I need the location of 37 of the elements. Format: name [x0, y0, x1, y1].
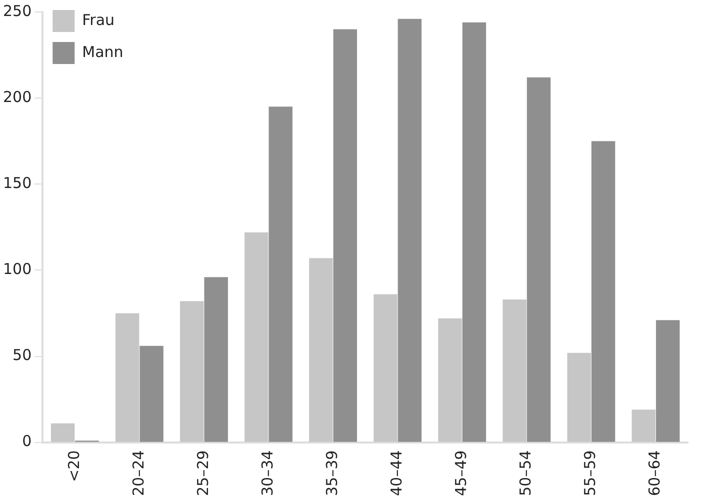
x-tick-label: 40–44: [387, 450, 406, 496]
x-tick-label: 50–54: [516, 450, 535, 496]
bar: [50, 423, 75, 442]
x-tick-label: <20: [64, 450, 83, 482]
y-tick-label: 100: [2, 260, 32, 278]
y-tick-label: 200: [2, 88, 32, 106]
bar: [656, 320, 680, 442]
x-tick-label: 60–64: [646, 450, 664, 496]
bar: [632, 410, 656, 442]
x-tick-label: 45–49: [452, 450, 470, 496]
bar: [140, 346, 164, 442]
bar: [268, 106, 292, 442]
bar: [374, 294, 398, 442]
bar: [204, 277, 228, 442]
bar: [502, 299, 526, 442]
bar: [591, 141, 616, 442]
x-tick-label: 30–34: [258, 450, 276, 496]
x-tick-label: 20–24: [129, 450, 148, 496]
bar: [309, 258, 333, 442]
legend-label: Frau: [82, 10, 115, 29]
bar: [244, 232, 268, 442]
y-tick-label: 0: [22, 432, 32, 450]
bar: [115, 313, 140, 442]
x-tick-label: 55–59: [581, 450, 600, 496]
bar: [567, 352, 591, 442]
x-tick-label: 35–39: [322, 450, 341, 496]
bar: [333, 29, 358, 442]
x-tick-label: 25–29: [194, 450, 212, 496]
y-tick-label: 50: [12, 346, 32, 364]
bar: [438, 318, 462, 442]
bar: [526, 77, 551, 442]
bar: [398, 18, 422, 442]
bar: [462, 22, 486, 442]
legend-label: Mann: [82, 42, 124, 61]
y-tick-label: 150: [2, 174, 32, 192]
bar: [180, 301, 204, 442]
y-tick-label: 250: [2, 2, 32, 20]
